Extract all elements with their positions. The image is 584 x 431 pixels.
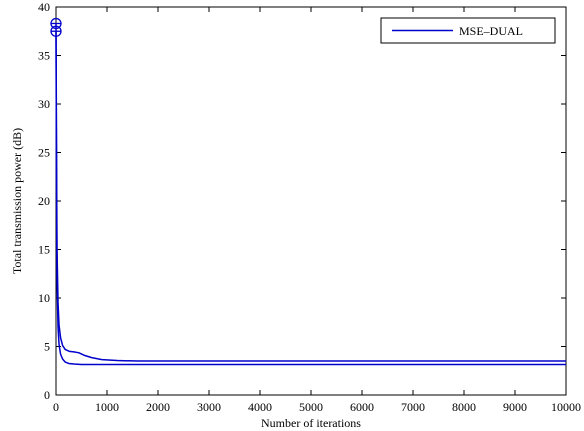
plot-area xyxy=(55,6,567,396)
series-start-marker-0 xyxy=(50,17,62,30)
x-tick-label-10: 10000 xyxy=(551,400,581,414)
axis-tick-labels: 0 1000 2000 3000 4000 5000 6000 7000 8000 9000 100… xyxy=(38,0,581,414)
x-tick-label-3: 3000 xyxy=(197,400,221,414)
y-tick-label-7: 35 xyxy=(38,49,50,63)
x-axis-label: Number of iterations xyxy=(261,416,361,430)
y-tick-label-8: 40 xyxy=(38,0,50,14)
x-tick-label-7: 7000 xyxy=(401,400,425,414)
series-layer xyxy=(50,17,566,366)
y-tick-label-6: 30 xyxy=(38,97,50,111)
y-axis-label: Total transmission power (dB) xyxy=(10,128,24,274)
legend-label-mse-dual: MSE–DUAL xyxy=(459,24,523,38)
legend: MSE–DUAL xyxy=(380,17,556,44)
x-tick-label-1: 1000 xyxy=(95,400,119,414)
x-tick-label-5: 5000 xyxy=(299,400,323,414)
y-tick-label-5: 25 xyxy=(38,146,50,160)
y-tick-label-3: 15 xyxy=(38,243,50,257)
x-tick-label-4: 4000 xyxy=(248,400,272,414)
x-tick-label-6: 6000 xyxy=(350,400,374,414)
y-tick-label-0: 0 xyxy=(44,388,50,402)
x-tick-label-8: 8000 xyxy=(452,400,476,414)
y-tick-label-2: 10 xyxy=(38,291,50,305)
axis-ticks xyxy=(55,6,567,396)
y-tick-label-1: 5 xyxy=(44,340,50,354)
x-tick-label-2: 2000 xyxy=(146,400,170,414)
y-tick-label-4: 20 xyxy=(38,194,50,208)
series-start-marker-1 xyxy=(50,25,62,37)
x-tick-label-0: 0 xyxy=(53,400,59,414)
series-line-1 xyxy=(55,31,566,366)
x-tick-label-9: 9000 xyxy=(503,400,527,414)
